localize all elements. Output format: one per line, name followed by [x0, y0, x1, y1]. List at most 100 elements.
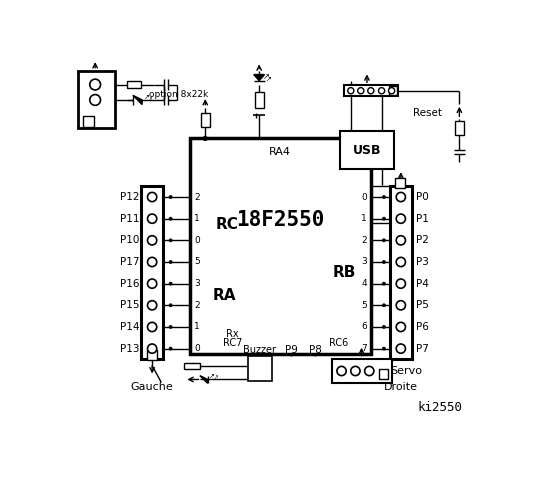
Circle shape: [148, 323, 156, 332]
Text: RA: RA: [213, 288, 236, 303]
Text: P13: P13: [120, 344, 139, 354]
Circle shape: [169, 239, 172, 242]
Text: P1: P1: [416, 214, 429, 224]
Circle shape: [382, 239, 385, 242]
Circle shape: [148, 279, 156, 288]
Circle shape: [389, 88, 395, 94]
Text: Rx: Rx: [226, 329, 238, 339]
Circle shape: [382, 195, 385, 199]
Text: 0: 0: [361, 192, 367, 202]
Text: 0: 0: [194, 236, 200, 245]
Text: 2: 2: [194, 192, 200, 202]
Text: option 8x22k: option 8x22k: [149, 90, 208, 99]
Circle shape: [169, 217, 172, 220]
Circle shape: [169, 347, 172, 350]
Text: Gauche: Gauche: [131, 382, 174, 392]
Bar: [127, 82, 140, 88]
Text: P3: P3: [416, 257, 429, 267]
Text: 1: 1: [361, 214, 367, 223]
Circle shape: [396, 236, 405, 245]
Text: 5: 5: [194, 257, 200, 266]
Text: RC7: RC7: [222, 337, 242, 348]
Text: ↗: ↗: [209, 372, 215, 379]
Text: P12: P12: [120, 192, 139, 202]
Circle shape: [382, 325, 385, 328]
Circle shape: [169, 261, 172, 264]
Text: 3: 3: [361, 257, 367, 266]
Text: 18F2550: 18F2550: [236, 210, 325, 230]
Circle shape: [169, 282, 172, 285]
Text: P14: P14: [120, 322, 139, 332]
Bar: [455, 121, 464, 134]
Circle shape: [396, 214, 405, 223]
Circle shape: [148, 236, 156, 245]
Text: P4: P4: [416, 279, 429, 288]
Circle shape: [396, 323, 405, 332]
Polygon shape: [133, 96, 142, 105]
Circle shape: [378, 88, 385, 94]
Text: P9: P9: [285, 345, 298, 355]
Text: 6: 6: [361, 323, 367, 332]
Circle shape: [364, 366, 374, 376]
Text: ↗: ↗: [263, 72, 270, 81]
Text: RB: RB: [332, 264, 356, 280]
Text: RC: RC: [215, 217, 238, 232]
Circle shape: [358, 88, 364, 94]
Polygon shape: [254, 74, 264, 81]
Bar: [147, 350, 156, 360]
Text: Buzzer: Buzzer: [243, 345, 276, 355]
Circle shape: [368, 88, 374, 94]
Bar: [248, 356, 272, 381]
Circle shape: [396, 300, 405, 310]
Text: P16: P16: [120, 279, 139, 288]
Circle shape: [148, 257, 156, 266]
Text: 1: 1: [194, 214, 200, 223]
Bar: [390, 186, 411, 360]
Text: Servo: Servo: [390, 366, 422, 376]
Bar: [78, 71, 115, 129]
Circle shape: [204, 136, 207, 140]
Bar: [185, 362, 200, 369]
Circle shape: [148, 300, 156, 310]
Text: Reset: Reset: [414, 108, 442, 118]
Bar: [142, 186, 163, 360]
Circle shape: [396, 257, 405, 266]
Bar: [254, 92, 264, 108]
Text: Droite: Droite: [384, 382, 418, 392]
Circle shape: [148, 344, 156, 353]
Circle shape: [169, 304, 172, 307]
Text: 1: 1: [194, 323, 200, 332]
Text: P11: P11: [120, 214, 139, 224]
Bar: [389, 86, 397, 96]
Text: P17: P17: [120, 257, 139, 267]
Circle shape: [382, 217, 385, 220]
Text: 4: 4: [361, 279, 367, 288]
Text: RC6: RC6: [329, 337, 348, 348]
Bar: [378, 370, 388, 379]
Circle shape: [382, 261, 385, 264]
Bar: [201, 113, 210, 127]
Circle shape: [396, 344, 405, 353]
Bar: [190, 138, 371, 354]
Circle shape: [396, 279, 405, 288]
Text: 2: 2: [361, 236, 367, 245]
Text: P6: P6: [416, 322, 429, 332]
Text: P7: P7: [416, 344, 429, 354]
Circle shape: [148, 214, 156, 223]
Circle shape: [148, 192, 156, 202]
Bar: [395, 178, 405, 188]
Text: ↗: ↗: [213, 375, 217, 381]
Circle shape: [382, 282, 385, 285]
Circle shape: [396, 192, 405, 202]
Bar: [344, 85, 398, 96]
Text: P15: P15: [120, 300, 139, 310]
Text: ki2550: ki2550: [418, 401, 463, 414]
Circle shape: [382, 304, 385, 307]
Text: 5: 5: [361, 301, 367, 310]
Circle shape: [382, 347, 385, 350]
Text: 7: 7: [361, 344, 367, 353]
Circle shape: [351, 366, 360, 376]
Bar: [340, 131, 394, 169]
Circle shape: [90, 95, 101, 105]
Circle shape: [348, 88, 354, 94]
